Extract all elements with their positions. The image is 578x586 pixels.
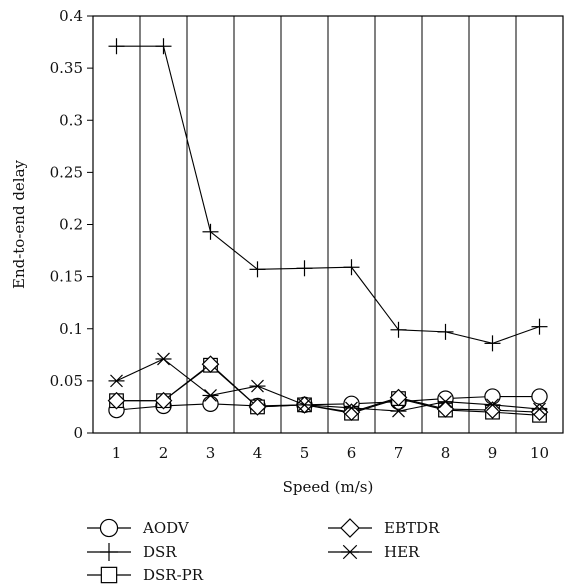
y-tick-label: 0.1 <box>59 320 83 338</box>
circle-shape <box>99 518 119 538</box>
y-tick-label: 0 <box>73 424 83 442</box>
ast-d2 <box>439 395 452 409</box>
ast-d2 <box>157 352 170 366</box>
diamond-shape <box>107 391 126 410</box>
x-tick-label: 8 <box>441 444 451 462</box>
asterisk-marker <box>341 544 359 560</box>
legend-item-ebtdr: EBTDR <box>328 518 440 538</box>
point-dsr-1 <box>108 38 125 55</box>
y-tick-label: 0.05 <box>50 372 83 390</box>
ast-d2 <box>342 544 358 560</box>
ast-d2 <box>298 398 311 412</box>
point-dsr-5 <box>296 260 313 277</box>
ast-d2 <box>345 401 358 415</box>
y-axis-label: End-to-end delay <box>10 159 28 289</box>
legend-item-her: HER <box>328 543 420 561</box>
square-shape <box>100 566 118 584</box>
legend-label: DSR-PR <box>143 566 204 584</box>
diamond-marker <box>340 518 360 538</box>
series-line-dsr <box>116 45 540 344</box>
y-tick-label: 0.2 <box>59 216 83 234</box>
point-ebtdr-2 <box>154 391 173 410</box>
series-line-ebtdr <box>116 363 540 413</box>
point-her-8 <box>437 395 454 409</box>
circle-shape <box>202 395 219 413</box>
circle-shape <box>531 388 548 405</box>
x-tick-label: 9 <box>488 444 498 462</box>
y-tick-label: 0.4 <box>59 7 83 25</box>
point-her-3 <box>202 389 219 402</box>
ast-d2 <box>251 379 264 393</box>
point-dsr-6 <box>343 259 360 276</box>
series-line-aodv <box>116 395 540 411</box>
ast-d2 <box>533 402 546 416</box>
diamond-shape <box>201 355 220 374</box>
point-ebtdr-1 <box>107 391 126 410</box>
y-tick-label: 0.25 <box>50 163 83 181</box>
y-tick-label: 0.35 <box>50 59 83 77</box>
point-ebtdr-9 <box>483 401 502 419</box>
legend-item-dsr: DSR <box>87 543 177 561</box>
legend-label: HER <box>384 543 420 561</box>
x-tick-label: 6 <box>347 444 357 462</box>
legend-item-dsr-pr: DSR-PR <box>87 566 204 584</box>
x-tick-label: 1 <box>112 444 122 462</box>
point-her-2 <box>155 352 172 366</box>
y-tick-label: 0.15 <box>50 268 83 286</box>
x-tick-label: 4 <box>253 444 263 462</box>
legend-label: EBTDR <box>384 519 440 537</box>
x-axis-label: Speed (m/s) <box>283 478 374 496</box>
ast-d2 <box>392 404 405 418</box>
y-axis-ticks: 0 0.05 0.1 0.15 0.2 0.25 0.3 0.35 0.4 <box>50 7 93 442</box>
point-her-10 <box>531 402 548 416</box>
point-dsr-7 <box>390 321 407 338</box>
x-tick-label: 2 <box>159 444 169 462</box>
point-dsr-9 <box>484 335 501 352</box>
x-tick-label: 7 <box>394 444 404 462</box>
point-her-9 <box>484 398 501 412</box>
legend-label: DSR <box>143 543 177 561</box>
x-tick-label: 10 <box>530 444 549 462</box>
diamond-shape <box>389 388 408 407</box>
diamond-shape <box>154 391 173 410</box>
point-dsr-3 <box>202 223 219 240</box>
legend: AODV DSR DSR-PR EBTDR HER <box>87 518 440 584</box>
diamond-shape <box>483 401 502 419</box>
circle-marker <box>99 518 119 538</box>
x-axis-ticks: 1 2 3 4 5 6 7 8 9 10 <box>112 444 549 462</box>
square-marker <box>100 566 118 584</box>
point-dsr-4 <box>249 261 266 278</box>
point-her-5 <box>296 398 313 412</box>
diamond-shape <box>340 518 360 538</box>
plus-marker <box>100 543 118 561</box>
ast-d2 <box>486 398 499 412</box>
y-tick-label: 0.3 <box>59 111 83 129</box>
series-line-her <box>116 358 540 412</box>
legend-item-aodv: AODV <box>87 518 190 538</box>
point-aodv-10 <box>531 388 548 405</box>
point-dsr-10 <box>531 318 548 335</box>
legend-label: AODV <box>142 519 190 537</box>
point-dsr-8 <box>437 323 454 340</box>
grid-lines <box>92 16 564 433</box>
x-tick-label: 3 <box>206 444 216 462</box>
x-tick-label: 5 <box>300 444 310 462</box>
point-ebtdr-7 <box>389 388 408 407</box>
point-her-4 <box>249 379 266 393</box>
point-her-7 <box>390 404 407 418</box>
series-dsr <box>108 38 548 352</box>
series-her <box>108 352 548 418</box>
point-ebtdr-4 <box>248 398 267 416</box>
point-ebtdr-3 <box>201 355 220 374</box>
ast-d2 <box>204 389 217 402</box>
point-her-6 <box>343 401 360 415</box>
ast-d2 <box>110 374 123 388</box>
point-her-1 <box>108 374 125 388</box>
diamond-shape <box>248 398 267 416</box>
series-layer <box>107 38 549 423</box>
point-aodv-3 <box>202 395 219 413</box>
point-dsr-2 <box>155 38 172 55</box>
